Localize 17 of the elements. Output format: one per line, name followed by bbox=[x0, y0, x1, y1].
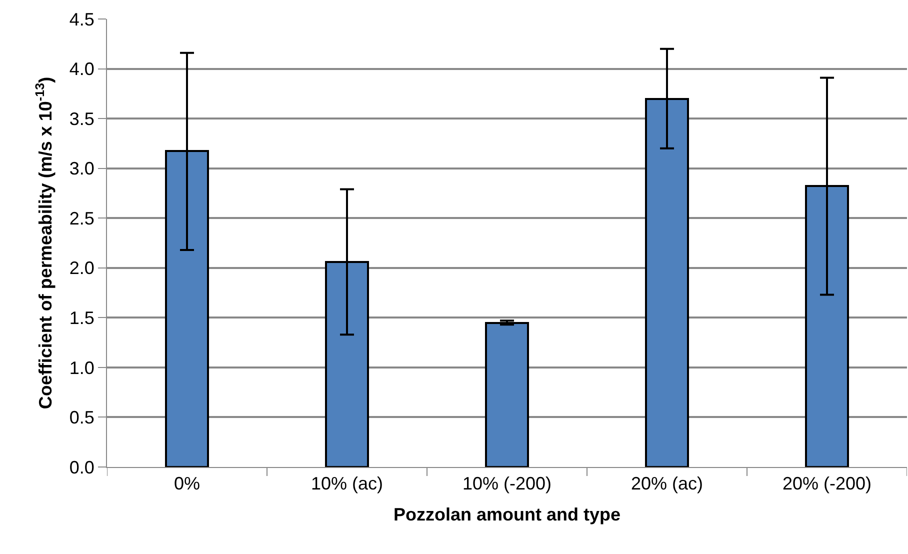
y-tick-label: 2.5 bbox=[69, 208, 94, 228]
y-tick-label: 3.5 bbox=[69, 108, 94, 129]
x-tick-label: 10% (-200) bbox=[462, 474, 552, 494]
y-tick-label: 3.0 bbox=[69, 158, 94, 179]
y-tick-label: 1.0 bbox=[69, 358, 94, 378]
x-tick-label: 10% (ac) bbox=[310, 474, 384, 494]
y-tick-label: 0.0 bbox=[69, 457, 94, 478]
y-tick-label: 4.0 bbox=[69, 59, 94, 80]
y-tick-label: 1.5 bbox=[69, 308, 94, 328]
y-tick-label: 4.5 bbox=[69, 9, 94, 30]
y-tick-label: 2.0 bbox=[69, 258, 94, 278]
y-tick-label: 0.5 bbox=[69, 408, 94, 428]
x-tick-label: 20% (ac) bbox=[630, 474, 704, 494]
x-axis-title: Pozzolan amount and type bbox=[393, 504, 621, 525]
x-tick-label: 0% bbox=[174, 474, 200, 494]
bar bbox=[485, 322, 529, 467]
x-tick-label: 20% (-200) bbox=[782, 474, 872, 494]
